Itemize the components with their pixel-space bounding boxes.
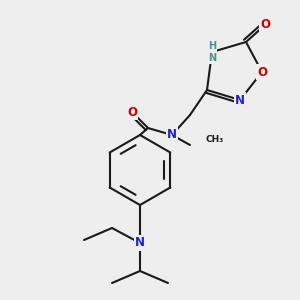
Text: H
N: H N — [208, 41, 216, 63]
Text: CH₃: CH₃ — [205, 136, 223, 145]
Text: O: O — [257, 65, 267, 79]
Text: O: O — [260, 19, 270, 32]
Text: N: N — [235, 94, 245, 106]
Text: O: O — [127, 106, 137, 118]
Text: N: N — [135, 236, 145, 250]
Text: N: N — [167, 128, 177, 142]
